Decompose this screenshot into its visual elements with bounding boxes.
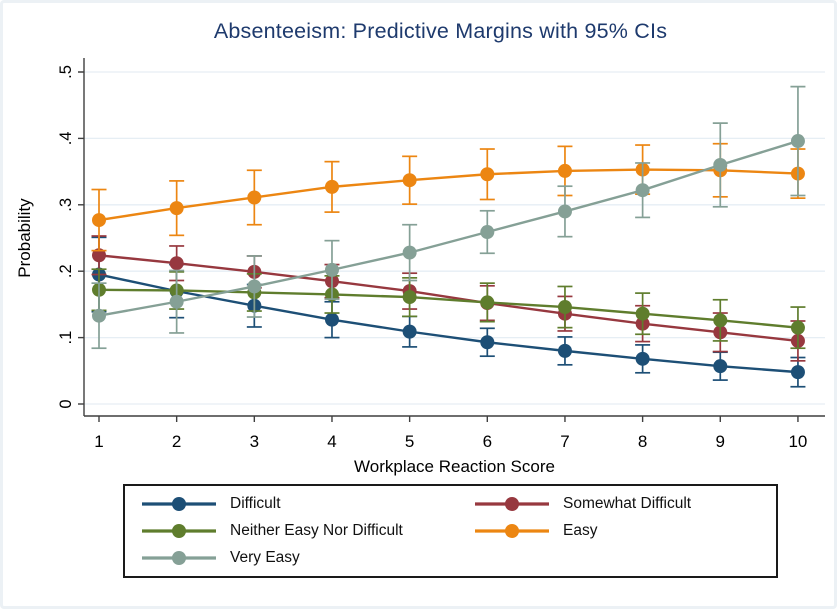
data-point bbox=[480, 225, 495, 240]
legend-item-difficult: Difficult bbox=[142, 491, 475, 517]
legend-label: Somewhat Difficult bbox=[563, 495, 692, 513]
x-tick-label: 6 bbox=[483, 432, 492, 451]
x-tick-label: 8 bbox=[638, 432, 647, 451]
series-difficult bbox=[91, 236, 806, 388]
legend-item-neither-easy-nor-difficult: Neither Easy Nor Difficult bbox=[142, 518, 475, 544]
x-tick-label: 9 bbox=[716, 432, 725, 451]
data-point bbox=[557, 163, 572, 178]
data-point bbox=[324, 262, 339, 277]
data-point bbox=[169, 201, 184, 216]
legend-dot bbox=[505, 523, 519, 538]
legend: Difficult Somewhat Difficult Neither Easy … bbox=[123, 484, 778, 578]
x-tick-label: 1 bbox=[94, 432, 103, 451]
data-point bbox=[713, 359, 728, 374]
data-point bbox=[402, 173, 417, 188]
series-line bbox=[98, 254, 799, 343]
data-point bbox=[635, 306, 650, 321]
legend-item-easy: Easy bbox=[475, 518, 768, 544]
legend-dot bbox=[172, 523, 186, 538]
data-point bbox=[402, 245, 417, 260]
data-point bbox=[790, 320, 805, 335]
legend-item-very-easy: Very Easy bbox=[142, 545, 475, 571]
data-point bbox=[635, 351, 650, 366]
y-tick-label: .3 bbox=[57, 198, 75, 212]
series-line bbox=[98, 288, 799, 329]
data-point bbox=[480, 167, 495, 182]
series-line bbox=[98, 273, 799, 374]
data-point bbox=[169, 294, 184, 309]
data-point bbox=[790, 365, 805, 380]
series-easy bbox=[91, 142, 806, 252]
data-point bbox=[324, 179, 339, 194]
data-point bbox=[247, 190, 262, 205]
x-axis-label: Workplace Reaction Score bbox=[354, 457, 555, 476]
legend-label: Difficult bbox=[230, 495, 281, 513]
data-point bbox=[92, 248, 106, 263]
plot-area: 0 .1 .2 .3 .4 .5 1 2 3 4 5 6 7 8 9 10 Probability Workpla… bbox=[15, 58, 825, 476]
legend-marker-neither-easy-nor-difficult-icon bbox=[142, 523, 216, 538]
legend-label: Easy bbox=[563, 521, 598, 539]
series-line bbox=[98, 139, 799, 317]
data-point bbox=[557, 204, 572, 219]
x-tick-label: 2 bbox=[172, 432, 181, 451]
y-tick-label: 0 bbox=[57, 399, 75, 408]
legend-item-somewhat-difficult: Somewhat Difficult bbox=[475, 491, 768, 517]
x-tick-label: 7 bbox=[560, 432, 569, 451]
data-point bbox=[402, 290, 417, 305]
data-point bbox=[402, 324, 417, 339]
x-tick-label: 10 bbox=[788, 432, 807, 451]
data-point bbox=[324, 312, 339, 327]
legend-marker-difficult-icon bbox=[142, 497, 216, 512]
data-point bbox=[790, 134, 805, 149]
data-point bbox=[713, 313, 728, 328]
data-point bbox=[480, 335, 495, 350]
data-point bbox=[557, 343, 572, 358]
data-point bbox=[92, 308, 106, 323]
legend-marker-easy-icon bbox=[475, 523, 549, 538]
y-tick-label: .1 bbox=[57, 331, 75, 345]
legend-dot bbox=[172, 550, 186, 565]
data-point bbox=[92, 213, 106, 228]
data-point bbox=[247, 279, 262, 294]
y-tick-label: .5 bbox=[57, 65, 75, 79]
data-point bbox=[635, 183, 650, 198]
y-axis-label: Probability bbox=[15, 198, 34, 278]
legend-dot bbox=[505, 497, 519, 512]
x-tick-label: 4 bbox=[327, 432, 336, 451]
legend-dot bbox=[172, 497, 186, 512]
y-tick-label: .2 bbox=[57, 264, 75, 278]
data-point bbox=[713, 157, 728, 172]
legend-label: Neither Easy Nor Difficult bbox=[230, 521, 403, 539]
legend-marker-somewhat-difficult-icon bbox=[475, 497, 549, 512]
series-very-easy bbox=[91, 85, 806, 350]
data-point bbox=[169, 256, 184, 271]
legend-marker-very-easy-icon bbox=[142, 550, 216, 565]
y-tick-label: .4 bbox=[57, 132, 75, 146]
x-tick-label: 3 bbox=[250, 432, 259, 451]
data-point bbox=[480, 295, 495, 310]
chart-title: Absenteeism: Predictive Margins with 95%… bbox=[213, 19, 668, 43]
series-line bbox=[98, 168, 798, 222]
x-tick-label: 5 bbox=[405, 432, 414, 451]
legend-label: Very Easy bbox=[230, 548, 300, 566]
data-point bbox=[557, 300, 572, 315]
